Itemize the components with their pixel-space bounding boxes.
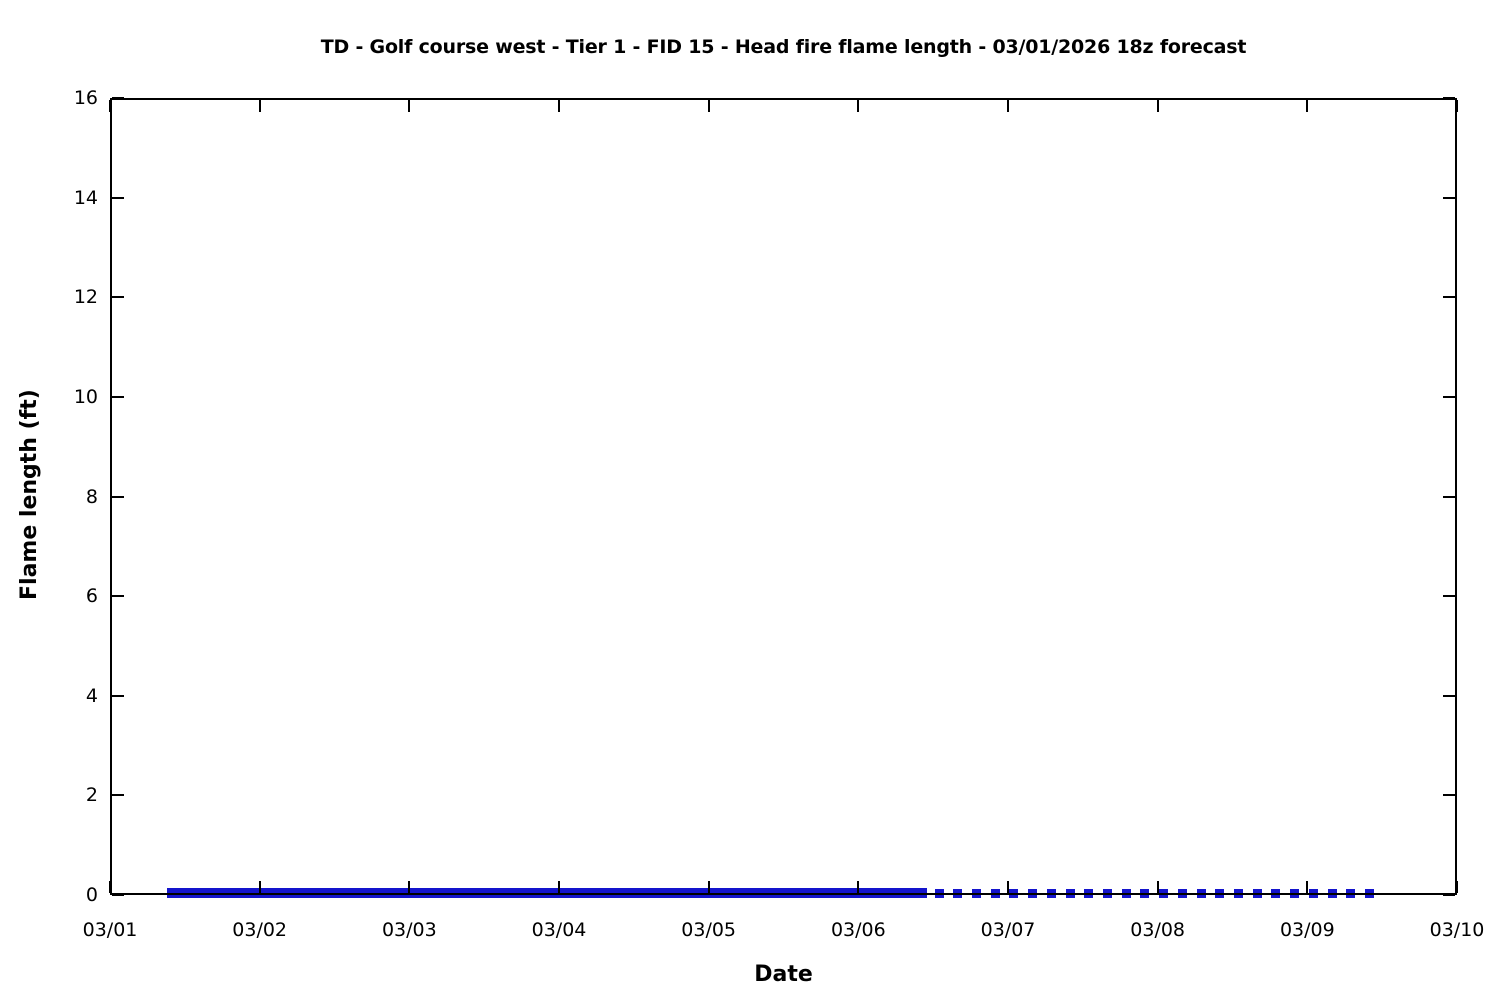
y-tick-label: 14	[73, 186, 98, 209]
y-tick-label: 8	[85, 485, 98, 508]
x-tick-mark	[258, 881, 261, 893]
x-tick-label: 03/04	[531, 919, 587, 941]
x-tick-label: 03/05	[681, 919, 737, 941]
x-tick-mark	[707, 881, 710, 893]
x-tick-label: 03/02	[232, 919, 288, 941]
x-tick-mark	[1456, 100, 1458, 112]
x-tick-mark	[1156, 881, 1159, 893]
y-tick-mark	[112, 395, 124, 398]
y-tick-mark	[1443, 196, 1455, 199]
x-tick-mark	[258, 100, 261, 112]
x-tick-label: 03/10	[1429, 919, 1485, 941]
y-tick-mark	[112, 595, 124, 598]
y-tick-mark	[112, 794, 124, 797]
x-axis-label: Date	[754, 962, 813, 987]
plot-area	[109, 97, 1458, 898]
x-tick-mark	[857, 100, 860, 112]
plot-border	[109, 97, 1458, 896]
x-tick-mark	[707, 100, 710, 112]
y-tick-label: 12	[73, 286, 98, 309]
y-tick-mark	[1443, 894, 1455, 896]
y-tick-mark	[112, 296, 124, 299]
x-tick-label: 03/07	[980, 919, 1036, 941]
x-tick-label: 03/01	[82, 919, 138, 941]
y-tick-label: 0	[85, 884, 98, 906]
x-tick-mark	[408, 881, 411, 893]
x-tick-mark	[558, 881, 560, 893]
x-tick-mark	[1156, 100, 1159, 112]
y-tick-mark	[112, 97, 124, 99]
x-tick-mark	[109, 100, 111, 112]
x-tick-label: 03/08	[1130, 919, 1186, 941]
y-tick-mark	[1443, 296, 1455, 299]
y-tick-label: 16	[73, 87, 98, 109]
y-tick-mark	[1443, 595, 1455, 598]
y-tick-label: 6	[85, 585, 98, 608]
x-tick-label: 03/06	[830, 919, 886, 941]
y-tick-mark	[112, 694, 124, 697]
x-tick-label: 03/03	[381, 919, 437, 941]
y-tick-mark	[112, 894, 124, 896]
y-tick-label: 10	[73, 385, 98, 408]
x-tick-mark	[1007, 881, 1009, 893]
y-tick-mark	[112, 495, 124, 498]
x-tick-mark	[558, 100, 560, 112]
y-tick-mark	[1443, 495, 1455, 498]
y-tick-label: 4	[85, 684, 98, 707]
y-tick-mark	[1443, 395, 1455, 398]
x-tick-mark	[857, 881, 860, 893]
x-tick-mark	[109, 881, 111, 893]
y-tick-mark	[1443, 794, 1455, 797]
x-tick-mark	[1306, 881, 1309, 893]
y-tick-label: 2	[85, 784, 98, 807]
y-tick-mark	[112, 196, 124, 199]
x-tick-mark	[408, 100, 411, 112]
y-tick-mark	[1443, 97, 1455, 99]
x-tick-mark	[1007, 100, 1009, 112]
x-tick-mark	[1456, 881, 1458, 893]
x-tick-label: 03/09	[1279, 919, 1335, 941]
chart-title: TD - Golf course west - Tier 1 - FID 15 …	[320, 36, 1247, 58]
x-tick-mark	[1306, 100, 1309, 112]
y-tick-mark	[1443, 694, 1455, 697]
